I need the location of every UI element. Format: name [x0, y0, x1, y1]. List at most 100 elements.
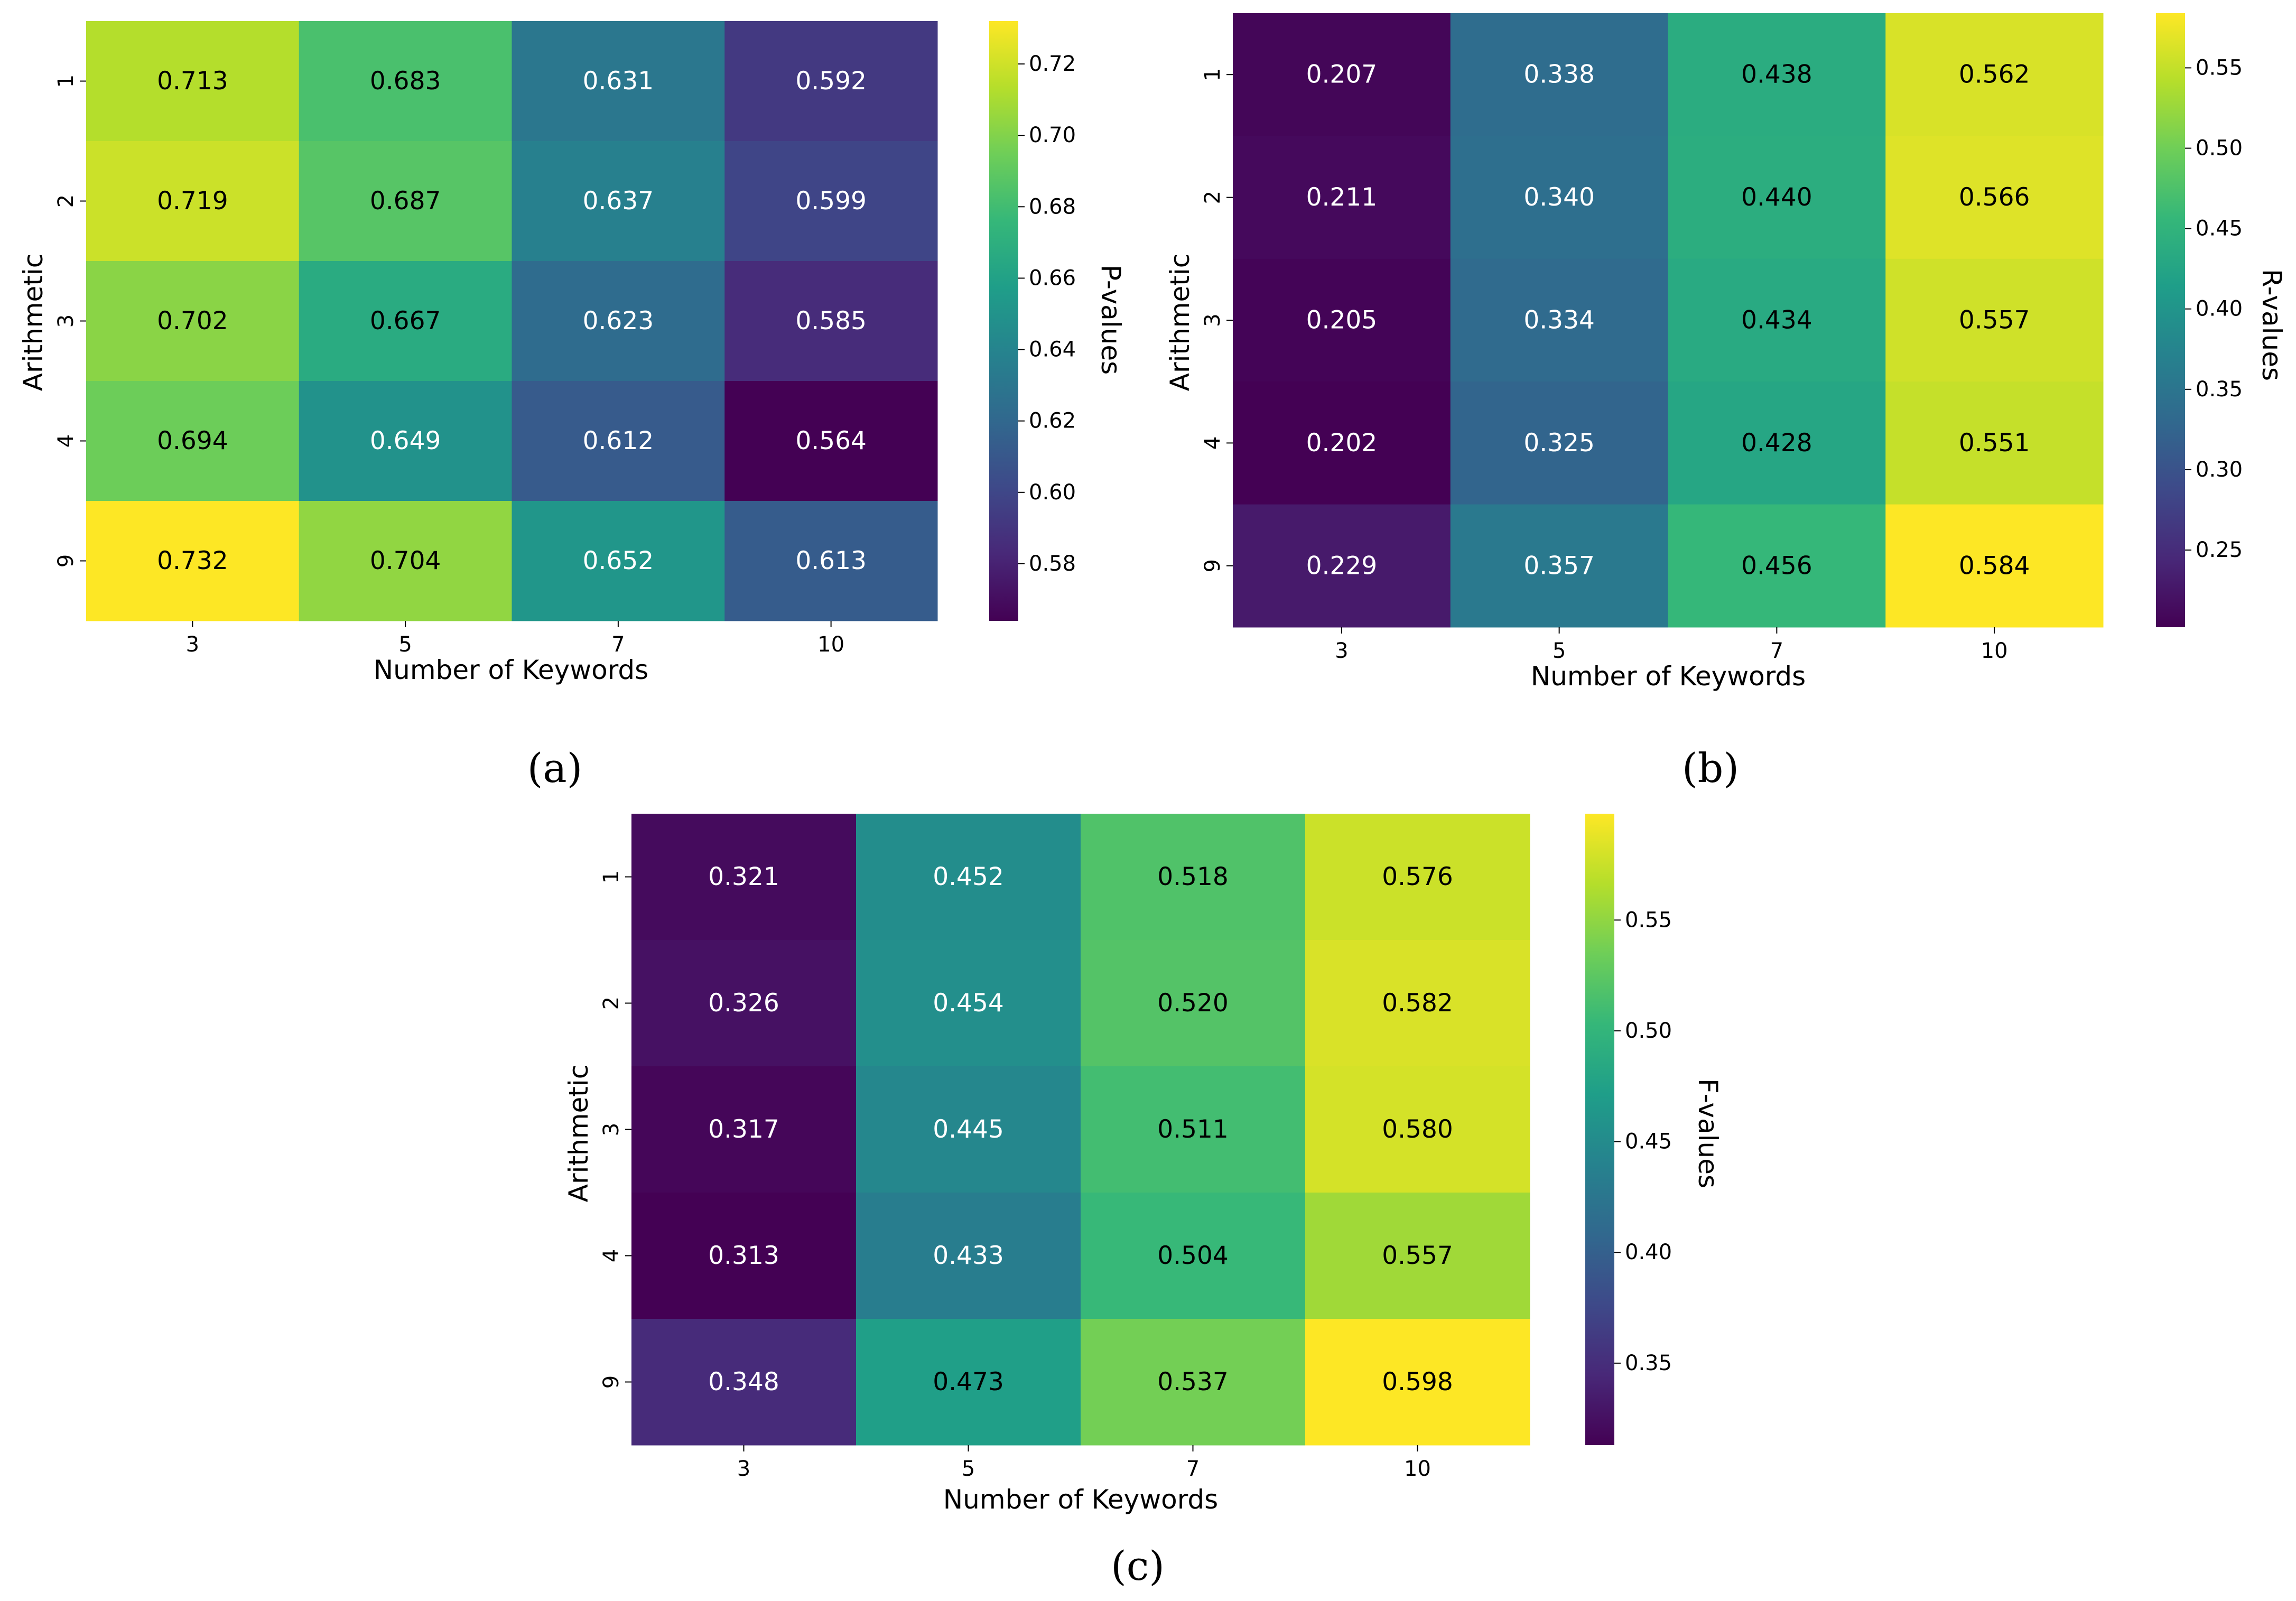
heatmap-cell	[1885, 504, 2104, 628]
cell-value-label: 0.562	[1959, 60, 2030, 89]
heatmap-cell	[724, 141, 938, 262]
heatmap-cell	[512, 501, 725, 621]
y-tick-label: 2	[599, 997, 624, 1010]
heatmap-cell	[1450, 381, 1668, 505]
heatmap-cells: 0.713 0.683 0.631 0.592 0.719 0.687 0.637 0.599…	[86, 21, 938, 621]
cell-value-label: 0.205	[1306, 306, 1378, 335]
colorbar-tick-label: 0.70	[1029, 123, 1076, 147]
colorbar-bar	[2156, 13, 2185, 627]
cell-value-label: 0.592	[795, 67, 867, 96]
y-axis-label: Arithmetic	[18, 254, 49, 391]
x-tick-label: 3	[737, 1457, 750, 1481]
colorbar-tick-label: 0.62	[1029, 409, 1076, 433]
cell-value-label: 0.637	[583, 187, 654, 216]
cell-value-label: 0.582	[1382, 989, 1453, 1018]
cell-value-label: 0.428	[1741, 429, 1812, 458]
cell-value-label: 0.631	[583, 67, 654, 96]
heatmap-cell	[1668, 504, 1886, 628]
cell-value-label: 0.317	[708, 1115, 779, 1144]
caption-a: (a)	[527, 744, 583, 792]
heatmap-cell	[1668, 258, 1886, 382]
heatmap-cell	[512, 21, 725, 142]
cell-value-label: 0.557	[1382, 1241, 1453, 1270]
y-axis-label: Arithmetic	[1165, 254, 1195, 391]
cell-value-label: 0.576	[1382, 862, 1453, 891]
heatmap-cell	[1450, 258, 1668, 382]
colorbar-label: P-values	[1095, 265, 1126, 375]
y-tick-label: 3	[54, 314, 78, 328]
heatmap-cell	[856, 814, 1081, 941]
cell-value-label: 0.613	[795, 546, 867, 575]
heatmap-cell	[86, 21, 300, 142]
cell-value-label: 0.326	[708, 989, 779, 1018]
x-tick-marks: 3 5 7 10	[1335, 627, 2008, 663]
heatmap-cell	[299, 141, 512, 262]
y-tick-label: 9	[599, 1375, 624, 1389]
colorbar-tick-label: 0.50	[2196, 136, 2243, 161]
heatmap-cell	[1450, 136, 1668, 259]
x-axis-label: Number of Keywords	[1531, 661, 1806, 692]
heatmap-cell	[631, 1066, 857, 1193]
x-tick-label: 5	[398, 632, 412, 657]
colorbar-bar	[1585, 814, 1614, 1445]
heatmap-cell	[1668, 381, 1886, 505]
colorbar-tick-label: 0.25	[2196, 538, 2243, 562]
heatmap-cell	[512, 381, 725, 501]
caption-b: (b)	[1682, 744, 1739, 792]
x-tick-label: 7	[1770, 639, 1783, 663]
cell-value-label: 0.452	[933, 862, 1004, 891]
x-tick-label: 7	[611, 632, 625, 657]
cell-value-label: 0.321	[708, 862, 779, 891]
heatmap-cell	[1233, 258, 1451, 382]
cell-value-label: 0.348	[708, 1367, 779, 1397]
heatmap-cell	[1450, 504, 1668, 628]
heatmap-cell	[724, 381, 938, 501]
x-tick-label: 5	[962, 1457, 975, 1481]
cell-value-label: 0.211	[1306, 183, 1378, 212]
heatmap-cell	[299, 21, 512, 142]
cell-value-label: 0.687	[370, 187, 441, 216]
cell-value-label: 0.520	[1157, 989, 1229, 1018]
colorbar-label: F-values	[1693, 1078, 1723, 1188]
x-tick-label: 10	[817, 632, 844, 657]
heatmap-cell	[856, 1193, 1081, 1319]
cell-value-label: 0.207	[1306, 60, 1378, 89]
heatmap-cell	[631, 1319, 857, 1446]
cell-value-label: 0.585	[795, 306, 867, 336]
heatmap-cell	[1081, 940, 1306, 1067]
heatmap-cell	[512, 261, 725, 381]
cell-value-label: 0.338	[1523, 60, 1595, 89]
heatmap-cell	[724, 501, 938, 621]
colorbar: 0.58 0.60 0.62 0.64 0.66 0.68 0.70 0.72	[989, 21, 1076, 621]
colorbar-bar	[989, 21, 1018, 621]
colorbar-tick-label: 0.66	[1029, 266, 1076, 290]
cell-value-label: 0.649	[370, 426, 441, 455]
x-tick-label: 7	[1186, 1457, 1200, 1481]
x-axis-label: Number of Keywords	[374, 655, 648, 685]
colorbar-tick-label: 0.40	[2196, 297, 2243, 321]
cell-value-label: 0.334	[1523, 306, 1595, 335]
cell-value-label: 0.434	[1741, 306, 1812, 335]
cell-value-label: 0.440	[1741, 183, 1812, 212]
x-tick-label: 10	[1404, 1457, 1431, 1481]
heatmap-cell	[1081, 1319, 1306, 1446]
cell-value-label: 0.511	[1157, 1115, 1229, 1144]
y-tick-label: 4	[599, 1249, 624, 1262]
y-tick-label: 3	[599, 1123, 624, 1136]
heatmap-panel-b: 0.207 0.338 0.438 0.562 0.211 0.340 0.440 0.566…	[1165, 13, 2287, 692]
heatmap-cell	[1233, 13, 1451, 136]
cell-value-label: 0.557	[1959, 306, 2030, 335]
cell-value-label: 0.623	[583, 306, 654, 336]
y-tick-label: 2	[54, 194, 78, 208]
heatmap-cell	[1305, 1066, 1530, 1193]
heatmap-cell	[86, 261, 300, 381]
cell-value-label: 0.713	[157, 67, 228, 96]
heatmap-cell	[86, 381, 300, 501]
colorbar-tick-label: 0.30	[2196, 458, 2243, 482]
heatmap-cell	[86, 501, 300, 621]
y-tick-label: 9	[1201, 559, 1225, 572]
colorbar-tick-label: 0.45	[1625, 1130, 1672, 1154]
colorbar-tick-label: 0.40	[1625, 1240, 1672, 1264]
